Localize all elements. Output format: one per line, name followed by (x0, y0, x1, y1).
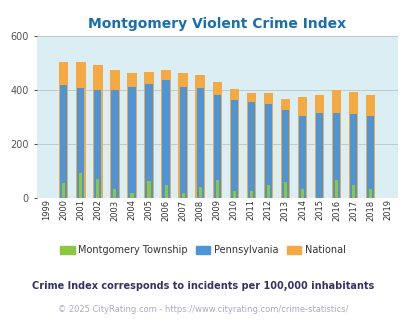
Bar (230, 100, 237, 198)
Bar (366, 116, 373, 198)
Bar (127, 73, 136, 198)
Bar (368, 188, 371, 198)
Bar (246, 93, 256, 198)
Title: Montgomery Violent Crime Index: Montgomery Violent Crime Index (88, 17, 345, 31)
Bar (181, 193, 184, 198)
Legend: Montgomery Township, Pennsylvania, National: Montgomery Township, Pennsylvania, Natio… (56, 241, 349, 259)
Bar (59, 62, 68, 198)
Bar (281, 111, 288, 198)
Bar (77, 88, 84, 198)
Bar (213, 95, 220, 198)
Bar (162, 80, 169, 198)
Bar (331, 90, 340, 198)
Bar (212, 82, 222, 198)
Bar (300, 189, 303, 198)
Bar (144, 72, 153, 198)
Bar (283, 182, 286, 198)
Bar (110, 70, 119, 198)
Bar (113, 188, 116, 198)
Bar (351, 184, 354, 198)
Bar (111, 90, 118, 198)
Bar (161, 70, 171, 198)
Bar (130, 193, 133, 198)
Bar (365, 95, 374, 198)
Bar (179, 87, 186, 198)
Bar (247, 102, 254, 198)
Bar (145, 84, 152, 198)
Bar (264, 104, 271, 198)
Bar (314, 95, 323, 198)
Bar (94, 90, 101, 198)
Bar (196, 88, 203, 198)
Bar (164, 184, 167, 198)
Bar (332, 113, 339, 198)
Bar (128, 87, 135, 198)
Text: Crime Index corresponds to incidents per 100,000 inhabitants: Crime Index corresponds to incidents per… (32, 281, 373, 291)
Bar (297, 97, 306, 198)
Bar (198, 187, 201, 198)
Bar (195, 75, 205, 198)
Bar (96, 179, 99, 198)
Bar (178, 73, 188, 198)
Bar (232, 191, 235, 198)
Bar (334, 180, 337, 198)
Bar (76, 62, 85, 198)
Bar (298, 116, 305, 198)
Bar (348, 91, 357, 198)
Bar (93, 65, 102, 198)
Bar (79, 173, 82, 198)
Bar (215, 181, 218, 198)
Bar (60, 85, 67, 198)
Bar (266, 184, 269, 198)
Bar (280, 99, 289, 198)
Bar (315, 113, 322, 198)
Text: © 2025 CityRating.com - https://www.cityrating.com/crime-statistics/: © 2025 CityRating.com - https://www.city… (58, 305, 347, 314)
Bar (263, 93, 272, 198)
Bar (349, 115, 356, 198)
Bar (229, 89, 239, 198)
Bar (147, 181, 150, 198)
Bar (62, 183, 65, 198)
Bar (249, 191, 252, 198)
